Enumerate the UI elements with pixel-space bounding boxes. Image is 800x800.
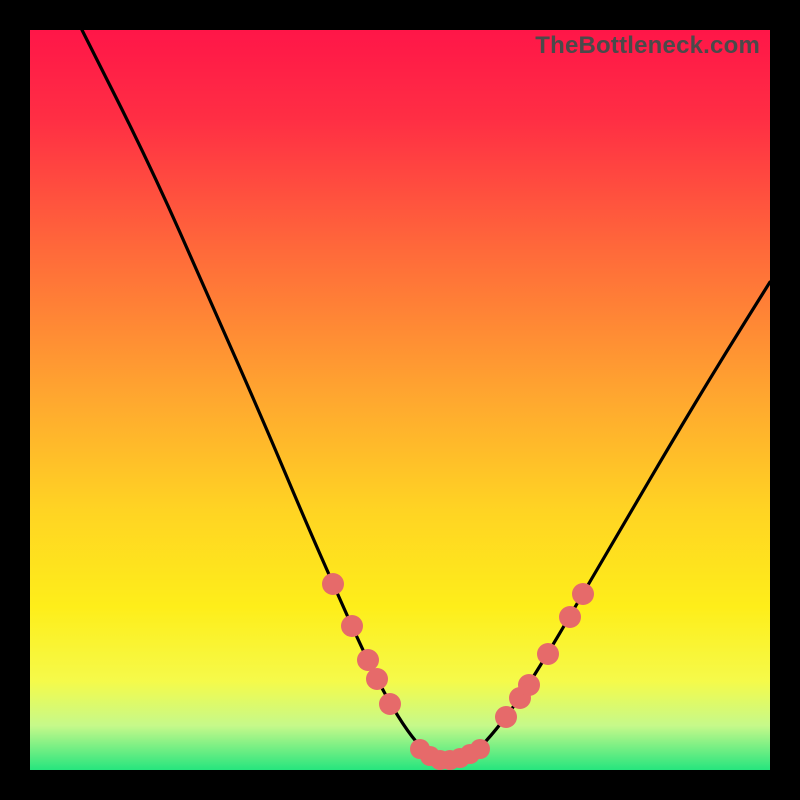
data-marker — [518, 674, 540, 696]
data-marker — [379, 693, 401, 715]
bottleneck-curve — [30, 30, 770, 770]
plot-area: TheBottleneck.com — [30, 30, 770, 770]
data-marker — [572, 583, 594, 605]
data-marker — [495, 706, 517, 728]
data-marker — [537, 643, 559, 665]
data-marker — [559, 606, 581, 628]
data-marker — [322, 573, 344, 595]
data-marker — [366, 668, 388, 690]
chart-frame: TheBottleneck.com — [0, 0, 800, 800]
data-marker — [470, 739, 490, 759]
data-marker — [341, 615, 363, 637]
curve-path — [82, 30, 770, 760]
